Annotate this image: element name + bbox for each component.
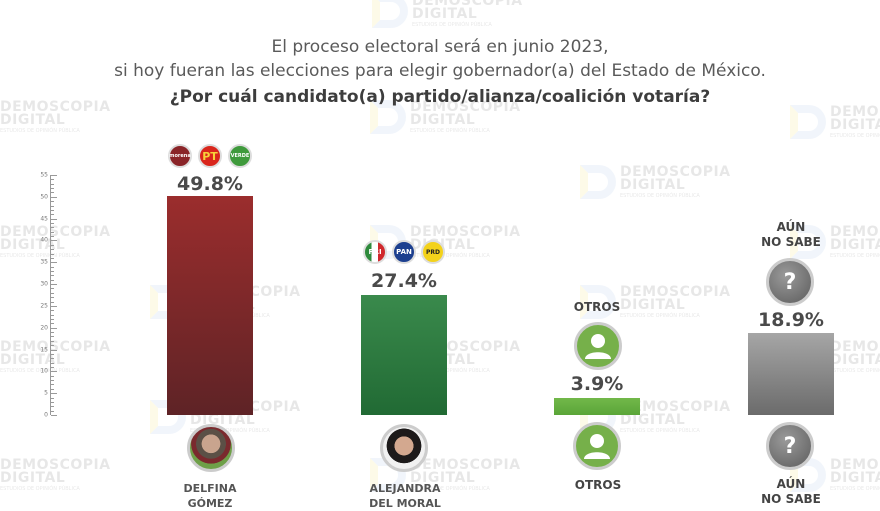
axis-tick (51, 410, 54, 412)
y-axis: 0 5 10 15 20 25 30 35 40 45 50 55 (40, 172, 60, 419)
axis-tick (51, 249, 54, 251)
axis-tick (51, 218, 57, 220)
axis-tick (51, 288, 54, 290)
category-name-otros: OTROS (574, 478, 622, 492)
axis-tick (51, 415, 57, 416)
axis-tick (51, 319, 54, 320)
axis-tick (51, 340, 54, 342)
axis-tick (51, 314, 54, 316)
axis-tick (51, 367, 54, 368)
axis-tick-label: 20 (40, 324, 48, 332)
candidate-name-delfina: DELFINA GÓMEZ (183, 482, 237, 510)
axis-tick (51, 336, 54, 338)
axis-tick-label: 10 (40, 367, 48, 375)
axis-tick (51, 192, 54, 194)
axis-tick (51, 231, 54, 233)
axis-tick (51, 349, 57, 351)
axis-tick (51, 244, 54, 246)
verde-logo-icon: VERDE (228, 144, 252, 168)
question-icon-bottom: ? (766, 422, 814, 470)
bar-aun-no-sabe (748, 333, 834, 415)
axis-tick (51, 327, 57, 329)
person-icon-otros-bottom (573, 422, 621, 470)
axis-tick (51, 201, 54, 203)
axis-tick (51, 362, 54, 364)
pri-logo-icon: PRI (363, 240, 387, 264)
axis-tick-label: 50 (40, 193, 48, 201)
axis-tick (51, 332, 54, 334)
bar-otros (554, 398, 640, 415)
axis-tick (51, 257, 54, 259)
axis-tick (51, 358, 54, 360)
axis-tick (51, 279, 54, 281)
category-name-aun-no-sabe: AÚN NO SABE (761, 477, 821, 506)
axis-tick-label: 25 (40, 302, 48, 310)
axis-tick-label: 0 (44, 411, 48, 419)
axis-tick (51, 323, 54, 325)
axis-tick (51, 397, 54, 399)
axis-tick (51, 371, 57, 373)
top-label-otros: OTROS (573, 300, 621, 314)
axis-tick (51, 196, 57, 198)
axis-tick (51, 271, 54, 272)
axis-tick-label: 30 (40, 280, 48, 288)
axis-tick (51, 240, 57, 242)
person-icon-otros-top (574, 322, 622, 370)
value-label-otros: 3.9% (570, 373, 624, 395)
axis-tick (51, 310, 54, 312)
axis-tick (51, 253, 54, 255)
pt-logo-icon: PT (198, 144, 222, 168)
axis-tick (51, 223, 54, 224)
axis-tick-label: 35 (40, 258, 48, 266)
candidate-photo-delfina (187, 424, 235, 472)
bar-alejandra-del-moral (361, 295, 447, 415)
value-label-aun-no-sabe: 18.9% (758, 309, 824, 331)
candidate-photo-alejandra (380, 424, 428, 472)
axis-tick-label: 15 (40, 346, 48, 354)
chart-question: ¿Por cuál candidato(a) partido/alianza/c… (169, 87, 711, 107)
axis-tick (51, 384, 54, 386)
axis-tick (51, 406, 54, 408)
axis-tick (51, 301, 54, 303)
axis-tick (51, 227, 54, 229)
top-label-aun-no-sabe: AÚN NO SABE (761, 220, 821, 249)
axis-tick-label: 45 (40, 215, 48, 223)
chart-title-line1: El proceso electoral será en junio 2023, (271, 37, 609, 57)
value-label-alejandra: 27.4% (371, 270, 437, 292)
axis-tick (51, 236, 54, 238)
axis-tick-label: 55 (40, 171, 48, 179)
axis-tick (51, 214, 54, 216)
axis-tick (51, 284, 57, 286)
axis-tick (51, 183, 54, 185)
value-label-delfina: 49.8% (177, 173, 243, 195)
axis-tick (51, 305, 57, 307)
axis-tick (51, 266, 54, 268)
axis-tick (51, 292, 54, 294)
chart-title-line2: si hoy fueran las elecciones para elegir… (114, 61, 766, 81)
axis-tick (51, 205, 54, 207)
axis-tick (51, 353, 54, 355)
axis-tick (51, 175, 57, 176)
axis-tick (51, 275, 54, 277)
axis-tick (51, 188, 54, 190)
axis-tick-label: 5 (44, 389, 48, 397)
axis-tick (51, 388, 54, 390)
axis-tick (51, 380, 54, 382)
candidate-name-alejandra: ALEJANDRA DEL MORAL (369, 482, 441, 510)
axis-tick (51, 345, 54, 347)
axis-tick (51, 375, 54, 377)
axis-tick (51, 209, 54, 211)
prd-logo-icon: PRD (421, 240, 445, 264)
morena-logo-icon: morena (168, 144, 192, 168)
bar-delfina-gomez (167, 196, 253, 415)
axis-tick (51, 401, 54, 403)
pan-logo-icon: PAN (392, 240, 416, 264)
axis-tick (51, 179, 54, 181)
axis-tick-label: 40 (40, 236, 48, 244)
axis-tick (51, 297, 54, 299)
question-icon-top: ? (766, 258, 814, 306)
axis-tick (51, 393, 57, 395)
axis-tick (51, 262, 57, 264)
